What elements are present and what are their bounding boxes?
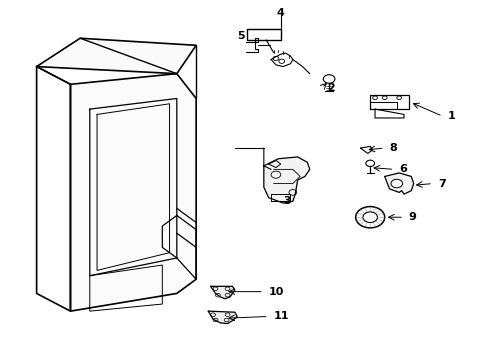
Text: 1: 1 <box>447 111 454 121</box>
Polygon shape <box>37 38 196 74</box>
Polygon shape <box>384 173 413 194</box>
Polygon shape <box>70 74 196 311</box>
Polygon shape <box>208 311 237 324</box>
Text: 10: 10 <box>268 287 284 297</box>
Text: 8: 8 <box>389 143 396 153</box>
Text: 11: 11 <box>273 311 288 321</box>
Text: 2: 2 <box>326 83 334 93</box>
Text: 7: 7 <box>437 179 445 189</box>
Text: 3: 3 <box>283 196 290 206</box>
Text: 4: 4 <box>276 8 284 18</box>
Text: 5: 5 <box>236 31 244 41</box>
Polygon shape <box>210 286 234 299</box>
Text: 6: 6 <box>398 165 406 174</box>
Text: 9: 9 <box>408 212 416 222</box>
Polygon shape <box>264 157 309 203</box>
